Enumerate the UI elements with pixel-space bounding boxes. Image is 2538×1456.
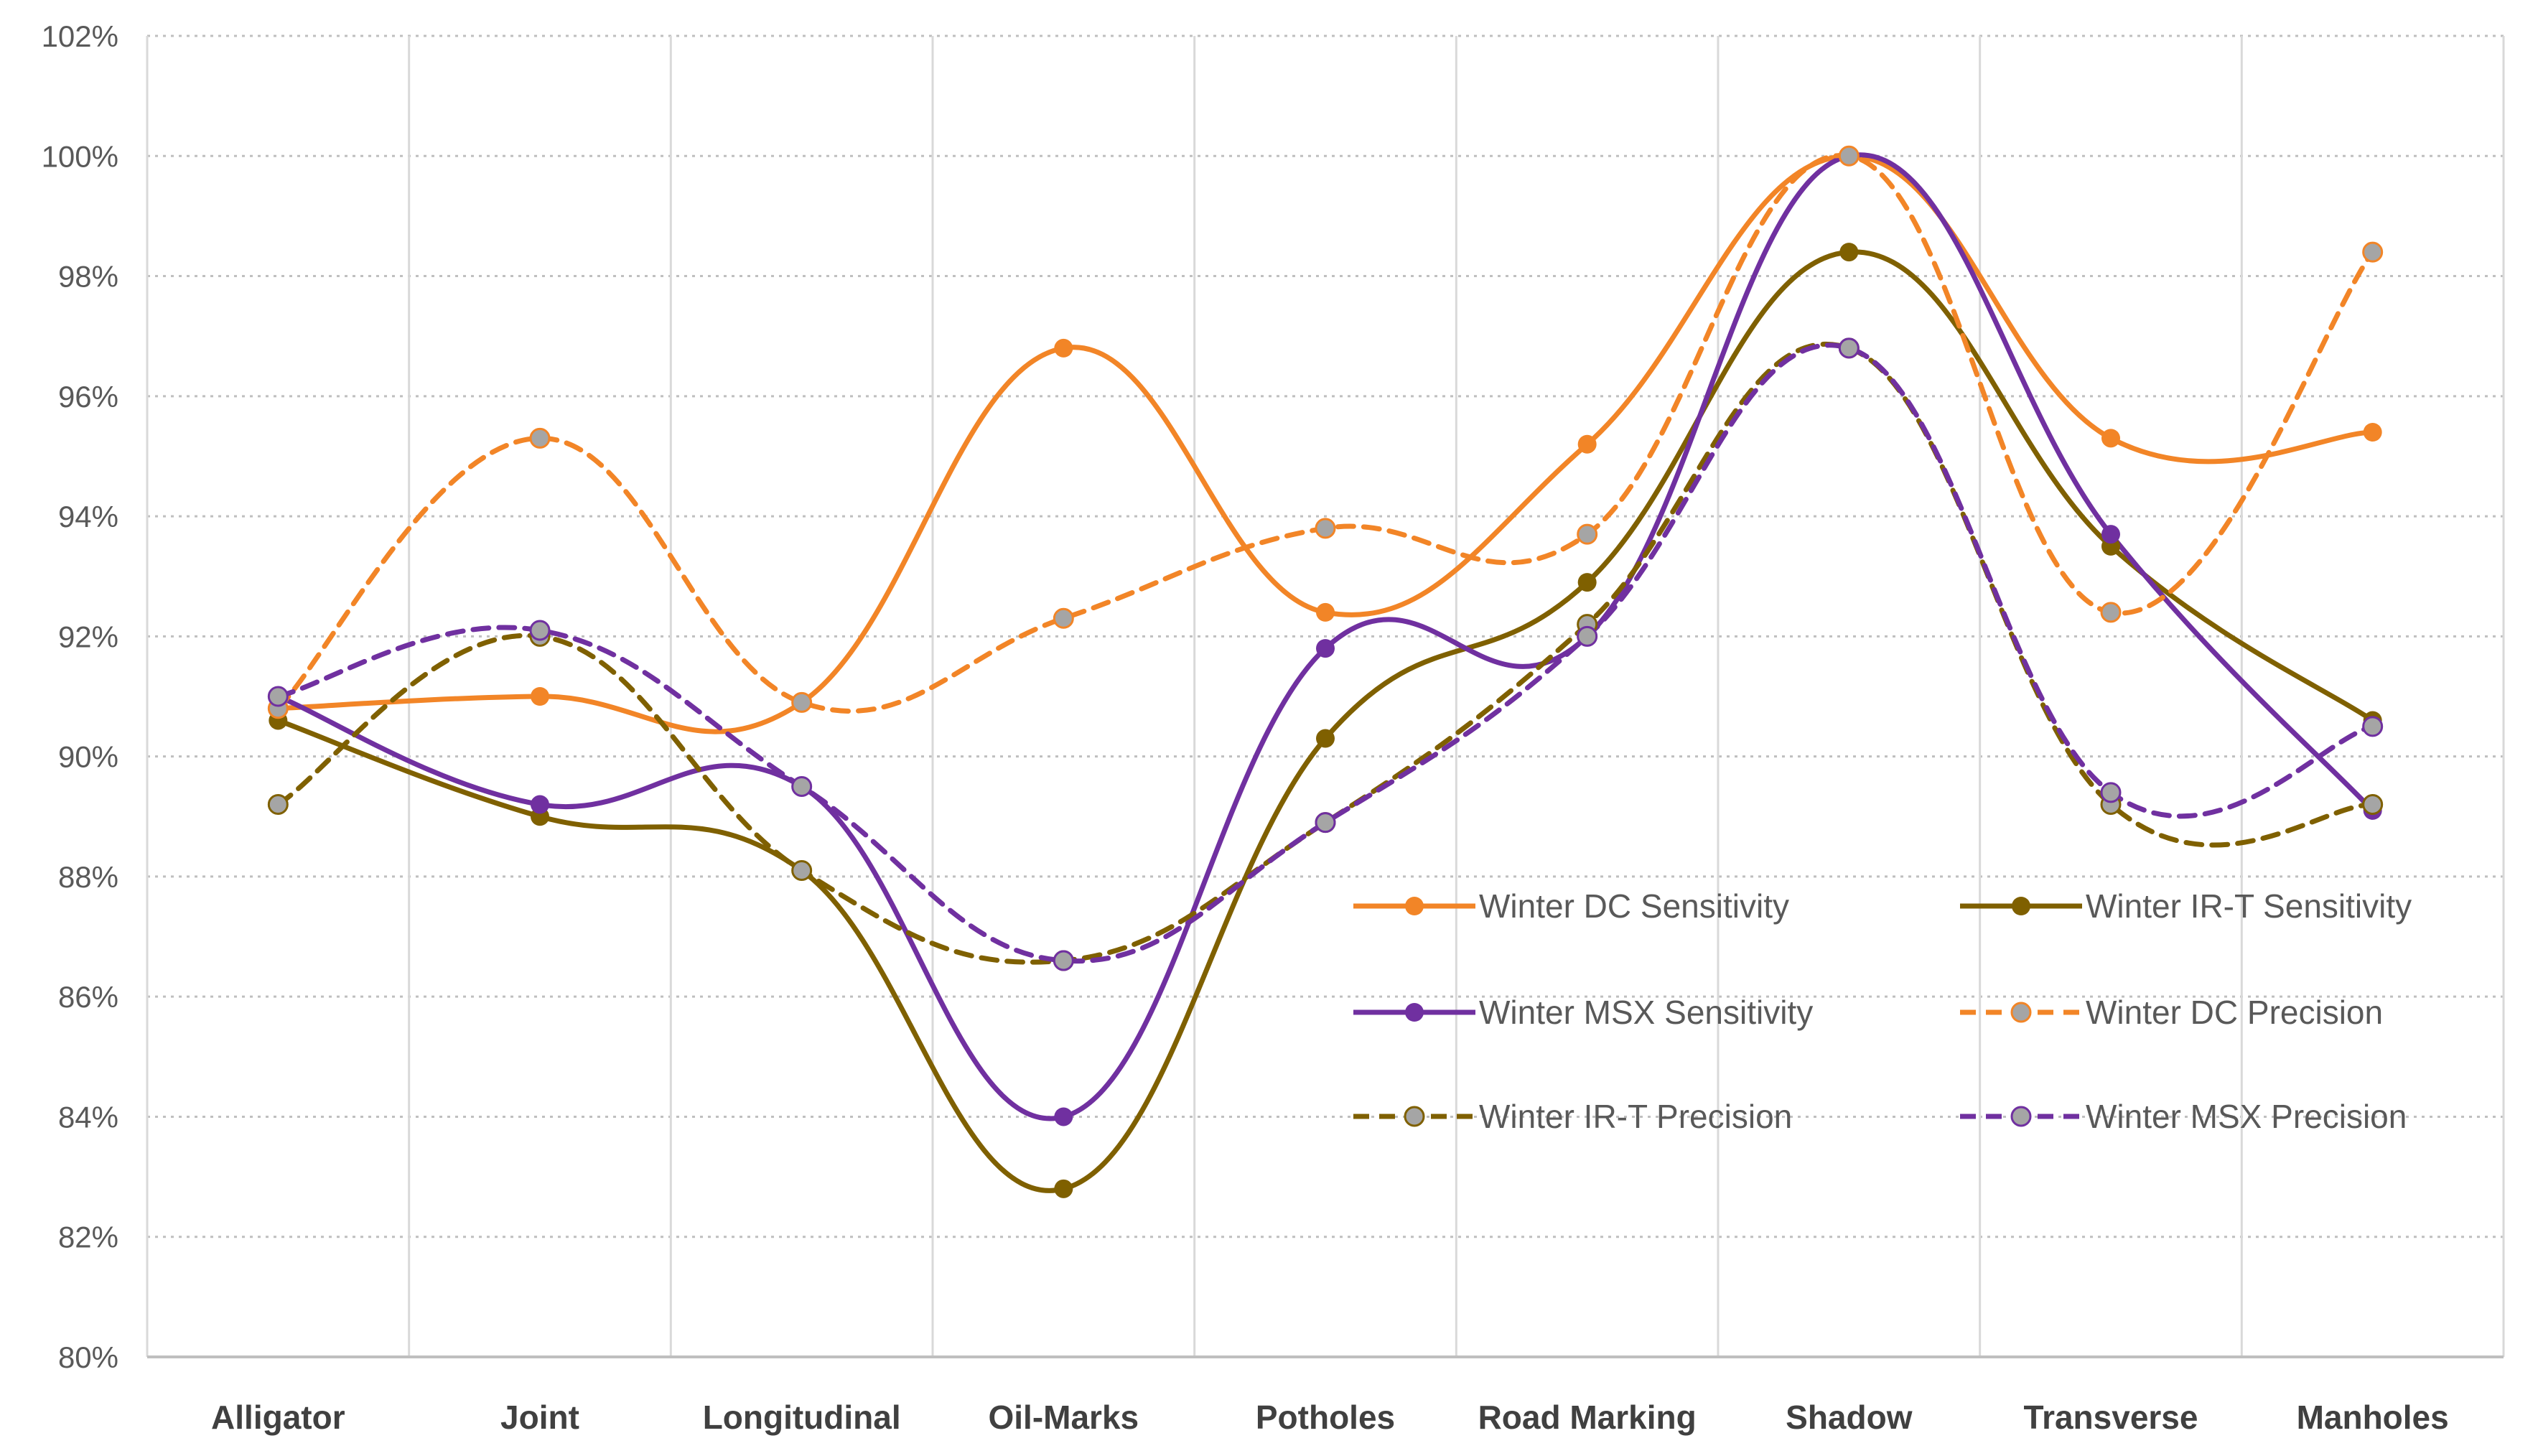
data-point-winter-msx-sensitivity [531, 795, 549, 814]
data-point-winter-dc-precision [1577, 523, 1598, 545]
legend-swatch-marker [1405, 1003, 1424, 1022]
x-tick-label: Alligator [211, 1399, 345, 1436]
legend-label: Winter MSX Sensitivity [1479, 994, 1813, 1031]
x-tick-label: Joint [500, 1399, 579, 1436]
legend-swatch-marker [2010, 1002, 2032, 1023]
legend-swatch-marker [1404, 1106, 1425, 1127]
data-point-winter-msx-precision [1053, 950, 1074, 971]
legend-label: Winter IR-T Sensitivity [2086, 887, 2412, 925]
data-point-winter-dc-precision [791, 691, 813, 713]
data-point-winter-msx-precision [791, 775, 813, 797]
data-point-winter-dc-precision [1838, 145, 1860, 167]
data-point-winter-msx-precision [2100, 782, 2122, 803]
y-tick-label: 98% [58, 260, 118, 294]
series-line-winter-msx-sensitivity [275, 152, 2376, 1121]
data-point-winter-dc-sensitivity [1577, 434, 1597, 454]
legend-label: Winter DC Sensitivity [1479, 887, 1789, 925]
x-tick-label: Oil-Marks [989, 1399, 1139, 1436]
data-point-winter-dc-precision [2100, 602, 2122, 623]
data-point-winter-ir-t-precision [267, 794, 289, 816]
data-point-winter-dc-precision [2362, 241, 2384, 263]
legend: Winter DC Sensitivity Winter IR-T Sensiti… [1353, 887, 2412, 1135]
x-tick-label: Transverse [2024, 1399, 2198, 1436]
data-point-winter-dc-precision [529, 427, 551, 449]
data-point-winter-dc-precision [1053, 607, 1074, 629]
x-tick-label: Longitudinal [703, 1399, 901, 1436]
y-tick-label: 80% [58, 1340, 118, 1374]
series-line-winter-dc-precision [275, 153, 2376, 714]
legend-item-winter-ir-t-precision: Winter IR-T Precision [1353, 1098, 1792, 1135]
y-tick-label: 82% [58, 1221, 118, 1254]
y-tick-label: 84% [58, 1100, 118, 1134]
y-tick-label: 88% [58, 860, 118, 894]
x-tick-label: Shadow [1786, 1399, 1913, 1436]
data-point-winter-dc-sensitivity [2101, 429, 2120, 448]
data-point-winter-msx-precision [1577, 625, 1598, 647]
series-line-winter-msx-precision [275, 342, 2376, 964]
data-point-winter-msx-sensitivity [1054, 1107, 1073, 1126]
legend-item-winter-msx-sensitivity: Winter MSX Sensitivity [1353, 994, 1813, 1031]
grid-lines [147, 34, 2505, 1357]
data-point-winter-msx-precision [1838, 337, 1860, 359]
data-point-winter-dc-sensitivity [2363, 423, 2382, 442]
x-tick-label: Potholes [1256, 1399, 1395, 1436]
data-point-winter-msx-precision [267, 686, 289, 707]
x-tick-label: Manholes [2297, 1399, 2449, 1436]
y-tick-label: 100% [42, 139, 118, 173]
data-point-winter-msx-precision [529, 620, 551, 641]
data-point-winter-dc-sensitivity [531, 687, 549, 706]
legend-label: Winter IR-T Precision [1479, 1098, 1792, 1135]
data-point-winter-msx-precision [2362, 716, 2384, 737]
data-point-winter-dc-sensitivity [1054, 338, 1073, 358]
legend-item-winter-dc-precision: Winter DC Precision [1960, 994, 2383, 1031]
data-point-winter-msx-sensitivity [1316, 639, 1335, 658]
tick-labels: 80% 82% 84% 86% 88% 90% 92% 94% 96% 98% 100% 102% Al… [42, 19, 2449, 1436]
legend-item-winter-dc-sensitivity: Winter DC Sensitivity [1353, 887, 1789, 925]
legend-swatch-marker [2010, 1106, 2032, 1127]
data-point-winter-ir-t-sensitivity [1316, 729, 1335, 748]
legend-label: Winter MSX Precision [2086, 1098, 2407, 1135]
legend-item-winter-ir-t-sensitivity: Winter IR-T Sensitivity [1960, 887, 2412, 925]
y-tick-label: 90% [58, 740, 118, 774]
legend-item-winter-msx-precision: Winter MSX Precision [1960, 1098, 2407, 1135]
data-point-winter-msx-precision [1315, 812, 1336, 834]
data-point-winter-msx-sensitivity [2101, 525, 2120, 544]
y-tick-label: 102% [42, 19, 118, 53]
y-tick-label: 86% [58, 980, 118, 1014]
y-tick-label: 94% [58, 500, 118, 533]
data-point-winter-ir-t-sensitivity [1577, 573, 1597, 592]
data-point-winter-ir-t-sensitivity [1839, 243, 1859, 262]
data-point-winter-ir-t-precision [791, 860, 813, 882]
y-tick-label: 92% [58, 620, 118, 653]
legend-swatch-marker [1405, 897, 1424, 915]
data-point-winter-ir-t-precision [2362, 794, 2384, 816]
x-tick-label: Road Marking [1478, 1399, 1697, 1436]
data-point-winter-dc-sensitivity [1316, 602, 1335, 622]
data-point-winter-ir-t-sensitivity [1054, 1179, 1073, 1198]
legend-swatch-marker [2012, 897, 2030, 915]
legend-label: Winter DC Precision [2086, 994, 2383, 1031]
y-tick-label: 96% [58, 380, 118, 414]
series-group [267, 145, 2384, 1198]
axes [146, 36, 2504, 1358]
data-point-winter-dc-precision [1315, 518, 1336, 539]
